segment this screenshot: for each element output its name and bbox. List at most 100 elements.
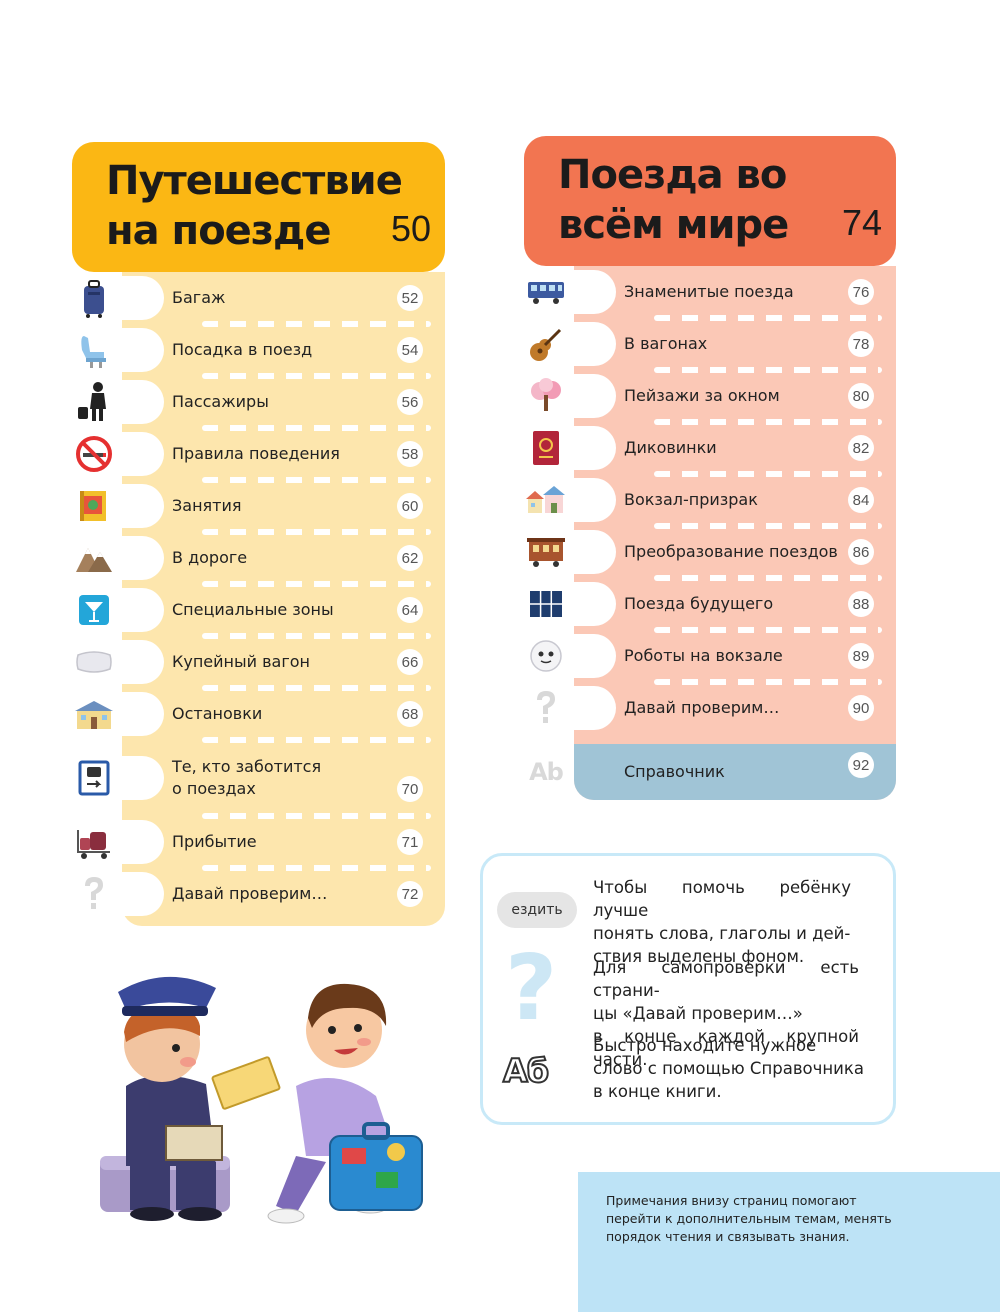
- train-car-icon: [524, 270, 568, 314]
- section-title: Путешествие на поезде: [106, 158, 403, 254]
- divider: [202, 321, 431, 327]
- toc-page-number: 76: [848, 279, 874, 305]
- toc-item[interactable]: Багаж 52: [84, 272, 445, 324]
- toc-item[interactable]: Посадка в поезд 54: [81, 324, 445, 376]
- mountains-icon: [72, 536, 116, 580]
- toc-page-number: 52: [397, 285, 423, 311]
- toc-page-number: 84: [848, 487, 874, 513]
- toc-page-number: 68: [397, 701, 423, 727]
- toc-page-number: 70: [397, 776, 423, 802]
- divider: [654, 523, 882, 529]
- divider: [202, 813, 431, 819]
- toc-page-number: 88: [848, 591, 874, 617]
- divider: [202, 737, 431, 743]
- help-text-self-check: Для самопроверки есть страни- цы «Давай …: [593, 958, 859, 1069]
- pillow-icon: [72, 640, 116, 684]
- toc-page-number: 80: [848, 383, 874, 409]
- section-travel-by-train: Путешествие на поезде 50 Багаж 52 Посадк…: [72, 142, 445, 926]
- toc-item[interactable]: Правила поведения 58: [76, 428, 445, 480]
- divider: [202, 865, 431, 871]
- guitar-icon: [524, 322, 568, 366]
- seat-icon: [72, 328, 116, 372]
- no-smoking-icon: [72, 432, 116, 476]
- toc-page-number: 54: [397, 337, 423, 363]
- toc-page-number: 58: [397, 441, 423, 467]
- toc-item-reference[interactable]: Ab Справочник 92: [529, 744, 896, 800]
- toc-page-number: 56: [397, 389, 423, 415]
- divider: [202, 633, 431, 639]
- toc-item[interactable]: Роботы на вокзале 89: [530, 630, 896, 682]
- toc-page-number: 66: [397, 649, 423, 675]
- divider: [202, 685, 431, 691]
- solar-panel-icon: [524, 582, 568, 626]
- glossary-icon: Аб: [502, 1051, 550, 1091]
- divider: [654, 367, 882, 373]
- toc-page-number: 78: [848, 331, 874, 357]
- divider: [202, 373, 431, 379]
- toc-page-number: 90: [848, 695, 874, 721]
- section-page-number[interactable]: 74: [841, 202, 882, 243]
- toc-page-number: 64: [397, 597, 423, 623]
- glossary-icon: Ab: [529, 758, 564, 786]
- divider: [654, 575, 882, 581]
- toc-item[interactable]: Знаменитые поезда 76: [528, 266, 896, 318]
- toc-item[interactable]: Купейный вагон 66: [76, 636, 445, 688]
- cocktail-icon: [72, 588, 116, 632]
- toc-page-number: 86: [848, 539, 874, 565]
- highlighted-word-example: ездить: [497, 892, 577, 928]
- toc-item[interactable]: Давай проверим… 90: [537, 682, 896, 734]
- help-text-glossary: Быстро находите нужное слово с помощью С…: [593, 1036, 864, 1101]
- train-sign-icon: [72, 756, 116, 800]
- section-contents: Знаменитые поезда 76 В вагонах 78 Пейзаж…: [526, 266, 896, 800]
- station-building-icon: [72, 692, 116, 736]
- divider: [654, 627, 882, 633]
- conductor-and-boy-illustration: [96, 966, 436, 1236]
- question-icon: ?: [505, 936, 558, 1041]
- toc-item[interactable]: В дороге 62: [76, 532, 445, 584]
- toc-page-number: 62: [397, 545, 423, 571]
- section-contents: Багаж 52 Посадка в поезд 54 Пассажиры 56: [75, 272, 445, 926]
- divider: [202, 477, 431, 483]
- book-icon: [72, 484, 116, 528]
- divider: [202, 425, 431, 431]
- toc-page-number: 92: [848, 752, 874, 778]
- section-header: Путешествие на поезде 50: [72, 142, 445, 272]
- divider: [654, 679, 882, 685]
- wagon-icon: [524, 530, 568, 574]
- sakura-tree-icon: [524, 374, 568, 418]
- toc-item[interactable]: Прибытие 71: [77, 816, 445, 868]
- question-icon: [72, 872, 116, 916]
- toc-item[interactable]: В вагонах 78: [530, 318, 896, 370]
- toc-item[interactable]: Те, кто заботится о поездах 70: [78, 740, 445, 816]
- toc-page-number: 60: [397, 493, 423, 519]
- divider: [654, 419, 882, 425]
- help-text-highlight: Чтобы помочь ребёнку лучше понять слова,…: [593, 878, 851, 966]
- village-icon: [524, 478, 568, 522]
- toc-item[interactable]: Пассажиры 56: [78, 376, 445, 428]
- divider: [654, 471, 882, 477]
- divider: [654, 315, 882, 321]
- toc-item[interactable]: Занятия 60: [80, 480, 445, 532]
- toc-item[interactable]: Диковинки 82: [533, 422, 896, 474]
- toc-item[interactable]: Давай проверим… 72: [85, 868, 445, 920]
- toc-item[interactable]: Поезда будущего 88: [530, 578, 896, 630]
- footnote-text: Примечания внизу страниц помогают перейт…: [606, 1193, 892, 1244]
- toc-item[interactable]: Специальные зоны 64: [79, 584, 445, 636]
- passport-icon: [524, 426, 568, 470]
- suitcase-icon: [72, 276, 116, 320]
- luggage-cart-icon: [72, 820, 116, 864]
- toc-item[interactable]: Вокзал-призрак 84: [526, 474, 896, 526]
- section-header: Поезда во всём мире 74: [524, 136, 896, 266]
- help-box: ездить Чтобы помочь ребёнку лучше понять…: [480, 853, 896, 1125]
- footnote-panel: Примечания внизу страниц помогают перейт…: [578, 1172, 1000, 1312]
- robot-icon: [524, 634, 568, 678]
- section-page-number[interactable]: 50: [390, 208, 431, 249]
- divider: [202, 581, 431, 587]
- section-trains-of-the-world: Поезда во всём мире 74 Знаменитые поезда…: [524, 136, 896, 800]
- toc-item[interactable]: Преобразование поездов 86: [527, 526, 896, 578]
- toc-page-number: 89: [848, 643, 874, 669]
- toc-page-number: 82: [848, 435, 874, 461]
- divider: [202, 529, 431, 535]
- toc-item[interactable]: Остановки 68: [75, 688, 445, 740]
- toc-item[interactable]: Пейзажи за окном 80: [531, 370, 896, 422]
